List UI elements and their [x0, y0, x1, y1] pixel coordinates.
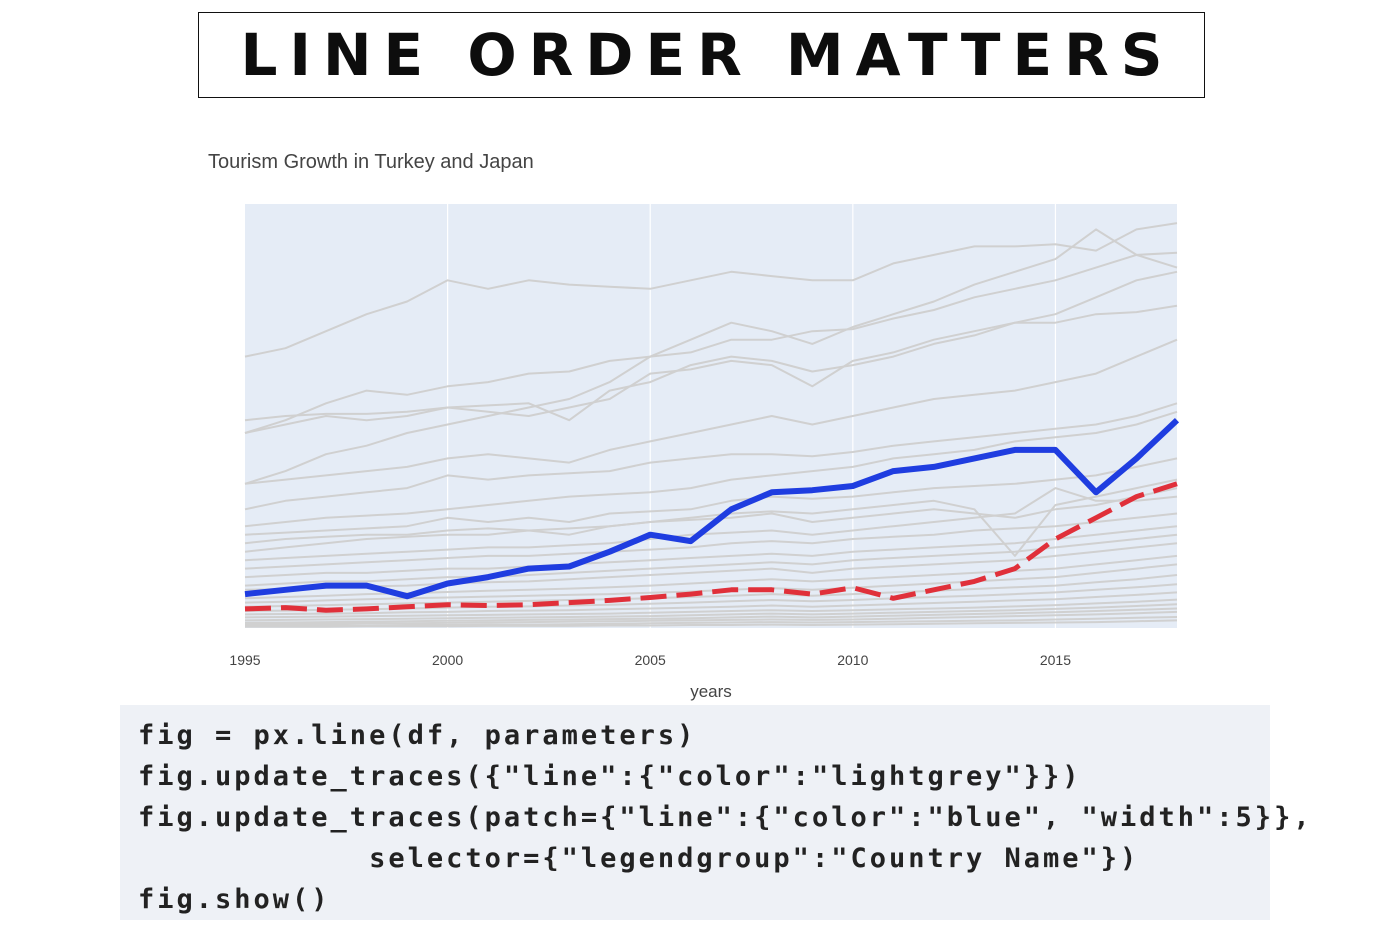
background-series-layer: [244, 222, 1178, 628]
background-series-line: [244, 574, 1178, 608]
background-series-line: [244, 457, 1178, 536]
chart-title: Tourism Growth in Turkey and Japan: [208, 151, 534, 173]
red-series-line: [244, 481, 1178, 613]
code-line-1: fig = px.line(df, parameters): [138, 720, 697, 751]
x-axis-label: years: [690, 682, 732, 701]
background-series-line: [244, 222, 1178, 358]
background-series-line: [244, 610, 1178, 626]
background-series-line: [244, 525, 1178, 579]
blue-series-line: [244, 418, 1180, 600]
code-line-5: fig.show(): [138, 884, 331, 915]
code-block: fig = px.line(df, parameters) fig.update…: [120, 705, 1313, 920]
x-tick-layer: 1995 2000 2005 2010 2015: [229, 652, 1071, 668]
background-series-line: [244, 228, 1178, 485]
background-series-line: [244, 478, 1178, 557]
x-tick-label: 1995: [229, 652, 260, 668]
title-banner: LINE ORDER MATTERS: [198, 12, 1205, 98]
line-chart: Tourism Growth in Turkey and Japan 1995 2…: [208, 151, 1180, 701]
plot-area: [245, 204, 1177, 628]
background-series-line: [244, 542, 1178, 591]
background-series-line: [244, 338, 1178, 485]
x-tick-label: 2005: [635, 652, 666, 668]
background-series-line: [244, 410, 1178, 528]
code-line-4: selector={"legendgroup":"Country Name"}): [138, 843, 1140, 874]
background-series-line: [244, 607, 1178, 624]
background-series-line: [245, 616, 1178, 627]
background-series-line: [245, 619, 1178, 628]
background-series-line: [244, 563, 1178, 604]
background-series-line: [244, 603, 1178, 622]
background-series-line: [244, 270, 1178, 422]
x-tick-label: 2010: [837, 652, 868, 668]
background-series-line: [244, 487, 1178, 553]
highlight-series-layer: [244, 418, 1180, 613]
background-series-line: [244, 598, 1178, 619]
background-series-line: [244, 533, 1178, 587]
background-series-line: [244, 512, 1178, 570]
background-series-line: [244, 402, 1178, 511]
background-series-line: [244, 591, 1178, 616]
x-tick-label: 2000: [432, 652, 463, 668]
x-tick-label: 2015: [1040, 652, 1071, 668]
banner-title: LINE ORDER MATTERS: [240, 21, 1175, 89]
background-series-line: [244, 487, 1178, 562]
code-line-3: fig.update_traces(patch={"line":{"color"…: [138, 802, 1313, 833]
background-series-line: [244, 251, 1178, 434]
code-line-2: fig.update_traces({"line":{"color":"ligh…: [138, 761, 1082, 792]
background-series-line: [244, 304, 1178, 434]
